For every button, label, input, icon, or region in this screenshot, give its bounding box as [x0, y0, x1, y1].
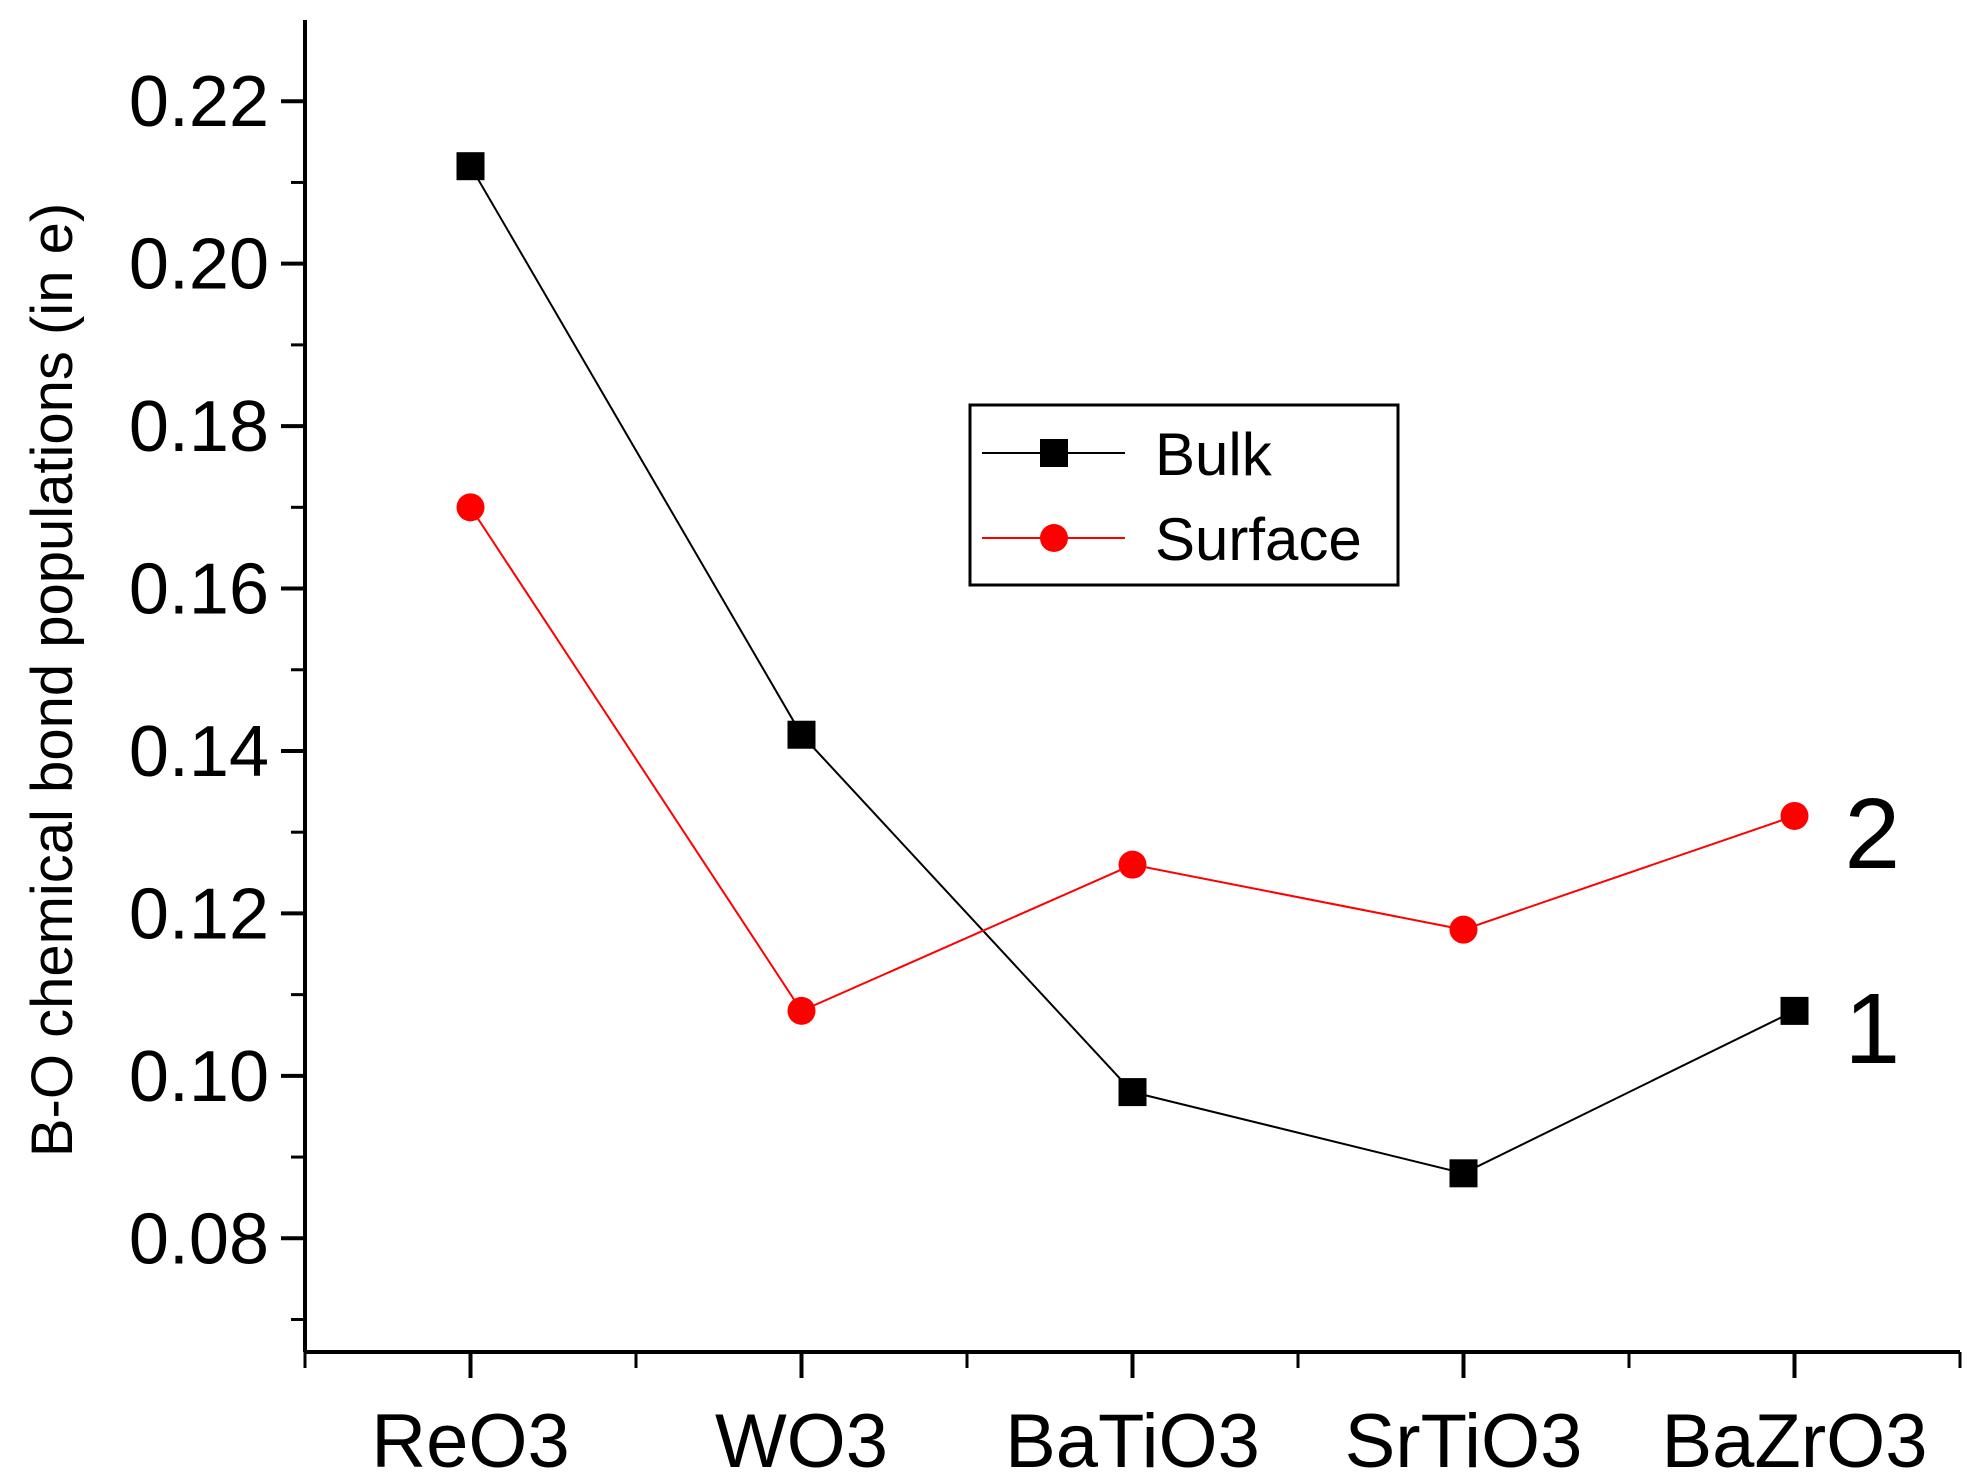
y-tick-label: 0.10 — [129, 1037, 269, 1117]
x-tick-label: WO3 — [715, 1399, 888, 1479]
y-axis-label: B-O chemical bond populations (in e) — [20, 203, 85, 1157]
data-point-square — [787, 720, 816, 749]
legend-box — [968, 403, 1400, 587]
y-tick-label: 0.14 — [129, 712, 269, 792]
legend-marker-circle — [1040, 524, 1068, 552]
legend-marker-square — [1040, 439, 1068, 467]
y-tick-label: 0.22 — [129, 62, 269, 142]
series-layer: 12 — [456, 152, 1901, 1188]
data-point-circle — [456, 493, 485, 522]
x-axis-ticks: ReO3 WO3 BaTiO3 SrTiO3 BaZrO3 — [303, 1352, 1962, 1479]
data-point-square — [1780, 996, 1809, 1025]
legend-label: Bulk — [1155, 421, 1273, 488]
y-tick-label: 0.18 — [129, 387, 269, 467]
data-point-circle — [1780, 801, 1809, 830]
data-point-circle — [1118, 850, 1147, 879]
series-line-bulk — [469, 165, 1795, 1175]
y-tick-label: 0.08 — [129, 1199, 269, 1279]
legend-label: Surface — [1155, 506, 1362, 573]
y-tick-label: 0.20 — [129, 225, 269, 305]
data-point-circle — [1449, 915, 1478, 944]
y-tick-label: 0.12 — [129, 874, 269, 954]
x-tick-label: ReO3 — [371, 1399, 570, 1479]
y-tick-label: 0.16 — [129, 550, 269, 630]
x-tick-label: BaZrO3 — [1661, 1399, 1927, 1479]
x-tick-label: BaTiO3 — [1005, 1399, 1260, 1479]
data-point-square — [456, 152, 485, 181]
data-point-square — [1118, 1078, 1147, 1107]
series-end-label: 1 — [1845, 973, 1901, 1085]
series-end-label: 2 — [1845, 778, 1901, 890]
y-axis-ticks: 0.08 0.10 0.12 0.14 0.16 0.18 0.20 0.22 — [129, 62, 305, 1322]
x-tick-label: SrTiO3 — [1345, 1399, 1583, 1479]
data-point-circle — [787, 996, 816, 1025]
axes — [303, 20, 1960, 1354]
legend: Bulk Surface — [968, 403, 1400, 587]
series-surface: 2 — [456, 493, 1901, 1025]
data-point-square — [1449, 1159, 1478, 1188]
series-bulk: 1 — [456, 152, 1901, 1188]
